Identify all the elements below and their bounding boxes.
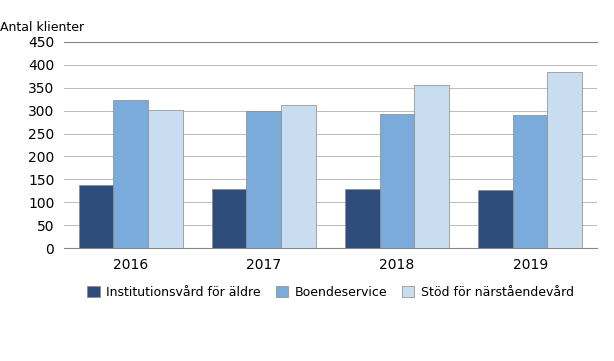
Legend: Institutionsvård för äldre, Boendeservice, Stöd för närståendevård: Institutionsvård för äldre, Boendeservic…: [82, 280, 578, 304]
Text: Antal klienter: Antal klienter: [0, 21, 84, 34]
Bar: [148, 110, 182, 248]
Bar: [281, 105, 316, 248]
Bar: [345, 190, 379, 248]
Bar: [379, 114, 414, 248]
Bar: [513, 115, 548, 248]
Bar: [548, 72, 582, 248]
Bar: [478, 190, 513, 248]
Bar: [79, 185, 114, 248]
Bar: [246, 111, 281, 248]
Bar: [114, 100, 148, 248]
Bar: [212, 190, 246, 248]
Bar: [414, 86, 449, 248]
